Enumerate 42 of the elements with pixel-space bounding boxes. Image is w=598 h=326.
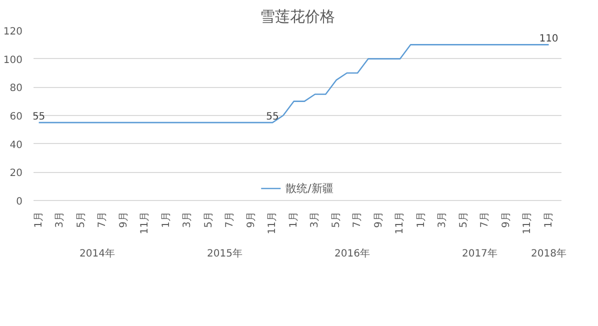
- x-tick-label: 5月: [203, 211, 214, 228]
- x-tick-label: 5月: [458, 211, 470, 228]
- x-tick-label: 9月: [500, 211, 512, 228]
- text: 2016年: [334, 248, 370, 260]
- x-tick-label: 3月: [437, 211, 448, 228]
- x-tick-label: 7月: [352, 211, 364, 228]
- x-tick-label: 11月: [522, 211, 534, 234]
- y-tick-label: 120: [3, 26, 23, 38]
- x-tick-label: 1月: [33, 211, 44, 228]
- text: 2018年: [531, 248, 566, 260]
- y-tick-label: 100: [3, 54, 23, 66]
- x-tick-label: 1月: [288, 211, 300, 228]
- data-label: 110: [539, 34, 558, 45]
- y-tick-label: 0: [16, 196, 23, 208]
- legend-label: 散统/新疆: [286, 180, 334, 196]
- x-tick-label: 7月: [97, 211, 108, 228]
- x-tick-label: 9月: [246, 211, 257, 228]
- x-tick-label: 7月: [224, 211, 236, 228]
- x-tick-label: 5月: [76, 211, 87, 228]
- x-tick-label: 1月: [416, 211, 427, 228]
- x-tick-label: 1月: [160, 211, 172, 228]
- chart-title: 雪莲花价格: [260, 8, 335, 26]
- y-tick-label: 80: [10, 83, 23, 94]
- x-tick-label: 3月: [310, 211, 321, 228]
- x-tick-label: 3月: [182, 211, 194, 228]
- data-label: 55: [266, 112, 279, 123]
- x-tick-label: 11月: [140, 211, 151, 234]
- x-tick-label: 11月: [394, 211, 406, 234]
- x-tick-label: 11月: [267, 211, 278, 234]
- text: 2015年: [207, 248, 242, 260]
- y-tick-label: 40: [10, 140, 23, 151]
- y-tick-label: 20: [10, 168, 23, 180]
- text: 2017年: [462, 248, 498, 260]
- x-tick-label: 9月: [118, 211, 130, 228]
- text: 2014年: [80, 248, 115, 260]
- data-label: 55: [32, 112, 46, 123]
- x-tick-label: 1月: [543, 211, 554, 228]
- x-tick-label: 5月: [330, 211, 342, 228]
- y-tick-label: 60: [10, 112, 23, 122]
- x-tick-label: 9月: [373, 211, 384, 228]
- x-tick-label: 7月: [480, 211, 491, 228]
- x-tick-label: 3月: [54, 211, 66, 228]
